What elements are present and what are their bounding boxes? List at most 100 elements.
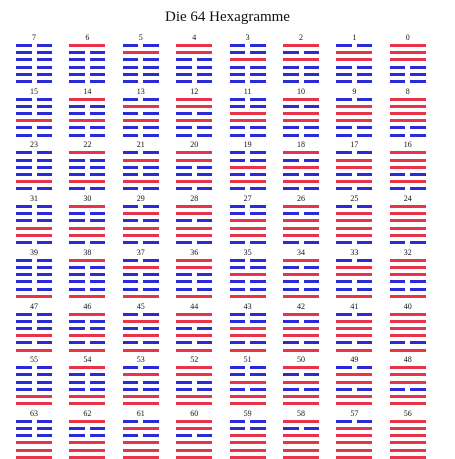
hexagram-lines bbox=[389, 97, 426, 137]
hexagram-number: 56 bbox=[403, 408, 412, 418]
yang-line bbox=[176, 419, 213, 423]
yin-line-segment bbox=[16, 319, 32, 323]
hexagram-number: 2 bbox=[299, 33, 303, 42]
yin-line-segment bbox=[356, 258, 373, 262]
yin-line-segment bbox=[250, 419, 266, 423]
yin-line-segment bbox=[143, 280, 159, 284]
hexagram: 5 bbox=[122, 33, 159, 83]
yang-line bbox=[122, 104, 159, 108]
hexagram: 43 bbox=[229, 302, 266, 352]
yin-line-segment bbox=[16, 380, 32, 384]
yang-line bbox=[389, 402, 426, 406]
yin-line-segment bbox=[229, 65, 246, 69]
yang-line bbox=[283, 334, 319, 338]
chart-title: Die 64 Hexagramme bbox=[165, 9, 290, 25]
yang-line bbox=[69, 366, 106, 370]
yang-line bbox=[69, 180, 106, 184]
yin-line-segment bbox=[89, 112, 106, 116]
yin-line-segment bbox=[283, 319, 299, 323]
yin-line-segment bbox=[176, 434, 192, 438]
yin-line-segment bbox=[36, 312, 52, 316]
yin-line-segment bbox=[229, 312, 246, 316]
yin-line-segment bbox=[176, 326, 192, 330]
hexagram-lines bbox=[389, 44, 426, 83]
yin-line-segment bbox=[69, 434, 85, 438]
hexagram-number: 46 bbox=[83, 301, 92, 311]
yin-line-segment bbox=[176, 241, 192, 245]
yang-line bbox=[389, 394, 426, 398]
hexagram-lines bbox=[176, 97, 213, 137]
yin-line-segment bbox=[303, 319, 319, 323]
yin-line-segment bbox=[283, 373, 299, 377]
yang-line bbox=[389, 312, 426, 316]
yang-line bbox=[283, 97, 319, 101]
yin-line-segment bbox=[303, 72, 319, 76]
hexagram-number: 50 bbox=[297, 355, 305, 365]
yin-line-segment bbox=[69, 287, 85, 291]
yang-line bbox=[283, 44, 319, 47]
hexagram-number: 6 bbox=[85, 33, 90, 42]
yin-line-segment bbox=[16, 326, 32, 330]
yang-line bbox=[16, 441, 52, 445]
yang-line bbox=[336, 427, 373, 431]
hexagram-lines bbox=[69, 97, 106, 137]
yang-line bbox=[283, 294, 319, 298]
hexagram: 22 bbox=[69, 140, 106, 191]
yin-line-segment bbox=[89, 65, 106, 69]
yang-line bbox=[389, 348, 426, 352]
yang-line bbox=[122, 373, 159, 377]
yin-line-segment bbox=[196, 387, 213, 391]
hexagram-lines bbox=[69, 366, 106, 406]
yin-line-segment bbox=[143, 273, 159, 277]
yang-line bbox=[122, 180, 159, 184]
yin-line-segment bbox=[229, 427, 246, 431]
yin-line-segment bbox=[196, 133, 213, 137]
yang-line bbox=[336, 326, 373, 330]
hexagram: 30 bbox=[69, 194, 106, 245]
yin-line-segment bbox=[89, 104, 106, 108]
hexagram-lines bbox=[69, 312, 106, 352]
hexagram-number: 29 bbox=[136, 194, 145, 204]
yin-line-segment bbox=[303, 427, 319, 431]
yin-line-segment bbox=[16, 97, 32, 101]
yang-line bbox=[336, 394, 373, 398]
hexagram-number: 15 bbox=[30, 86, 38, 96]
hexagram-number: 49 bbox=[350, 355, 359, 365]
yin-line-segment bbox=[36, 427, 52, 431]
yin-line-segment bbox=[122, 58, 139, 62]
yin-line-segment bbox=[89, 165, 106, 169]
yang-line bbox=[283, 226, 319, 230]
yin-line-segment bbox=[303, 104, 319, 108]
yin-line-segment bbox=[69, 373, 85, 377]
yin-line-segment bbox=[283, 341, 299, 345]
hexagram-number: 3 bbox=[245, 33, 250, 42]
yin-line-segment bbox=[36, 126, 52, 130]
yang-line bbox=[283, 119, 319, 123]
yang-line bbox=[389, 373, 426, 377]
yin-line-segment bbox=[336, 387, 352, 391]
yin-line-segment bbox=[89, 273, 106, 277]
yang-line bbox=[283, 348, 319, 352]
yin-line-segment bbox=[196, 326, 213, 330]
yin-line-segment bbox=[89, 72, 106, 76]
yin-line-segment bbox=[89, 319, 106, 323]
yin-line-segment bbox=[122, 366, 139, 370]
hexagram-lines bbox=[283, 44, 319, 83]
yang-line bbox=[122, 394, 159, 398]
yin-line-segment bbox=[410, 241, 426, 245]
yin-line-segment bbox=[143, 97, 159, 101]
yin-line-segment bbox=[303, 241, 319, 245]
yin-line-segment bbox=[36, 165, 52, 169]
yin-line-segment bbox=[229, 265, 246, 269]
hexagram: 35 bbox=[229, 248, 266, 298]
yin-line-segment bbox=[356, 187, 373, 191]
yang-line bbox=[336, 112, 373, 116]
yin-line-segment bbox=[143, 387, 159, 391]
hexagram: 45 bbox=[122, 302, 159, 352]
yin-line-segment bbox=[16, 187, 32, 191]
yin-line-segment bbox=[122, 80, 139, 83]
yang-line bbox=[69, 44, 106, 47]
yin-line-segment bbox=[36, 287, 52, 291]
yin-line-segment bbox=[16, 219, 32, 223]
yin-line-segment bbox=[389, 280, 406, 284]
